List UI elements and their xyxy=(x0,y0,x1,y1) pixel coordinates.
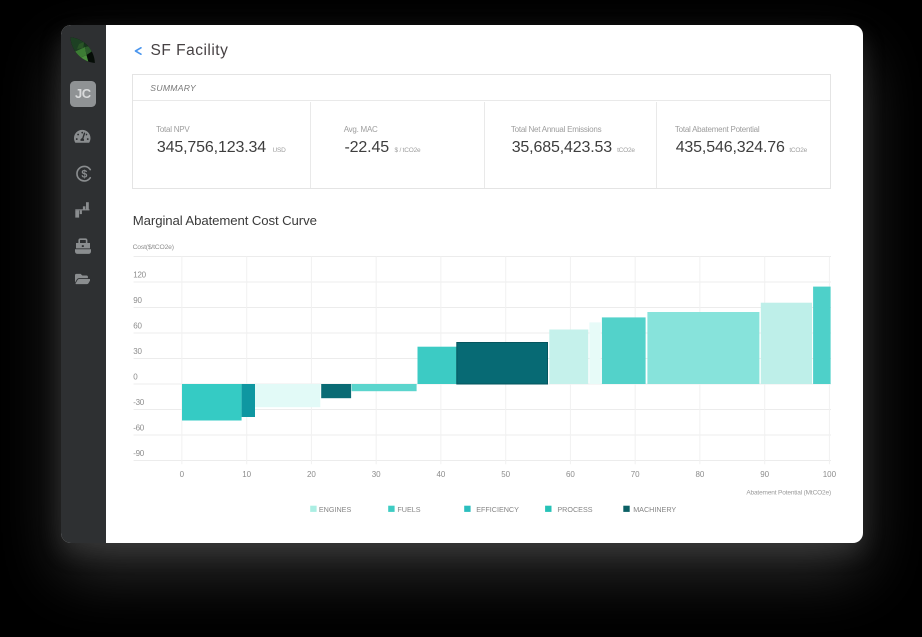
svg-text:60: 60 xyxy=(566,469,575,478)
svg-text:-30: -30 xyxy=(133,397,145,406)
svg-text:40: 40 xyxy=(436,469,445,478)
svg-text:PROCESS: PROCESS xyxy=(557,504,592,513)
svg-text:$: $ xyxy=(81,168,87,180)
svg-text:80: 80 xyxy=(695,469,704,478)
svg-text:70: 70 xyxy=(631,469,640,478)
svg-text:100: 100 xyxy=(823,469,837,478)
svg-text:EFFICIENCY: EFFICIENCY xyxy=(476,504,519,513)
svg-text:ENGINES: ENGINES xyxy=(319,504,352,513)
svg-text:90: 90 xyxy=(133,295,142,304)
svg-text:60: 60 xyxy=(133,321,142,330)
svg-text:-60: -60 xyxy=(133,423,145,432)
svg-text:0: 0 xyxy=(133,372,138,381)
svg-text:FUELS: FUELS xyxy=(397,504,420,513)
svg-text:30: 30 xyxy=(133,346,142,355)
svg-text:120: 120 xyxy=(133,270,146,279)
svg-text:Abatement Potential (MtCO2e): Abatement Potential (MtCO2e) xyxy=(746,489,831,496)
svg-text:50: 50 xyxy=(501,469,510,478)
svg-text:30: 30 xyxy=(372,469,381,478)
svg-text:-90: -90 xyxy=(133,448,145,457)
svg-text:20: 20 xyxy=(307,469,316,478)
svg-text:MACHINERY: MACHINERY xyxy=(633,504,676,513)
svg-text:10: 10 xyxy=(242,469,251,478)
svg-text:90: 90 xyxy=(760,469,769,478)
svg-text:0: 0 xyxy=(180,469,185,478)
